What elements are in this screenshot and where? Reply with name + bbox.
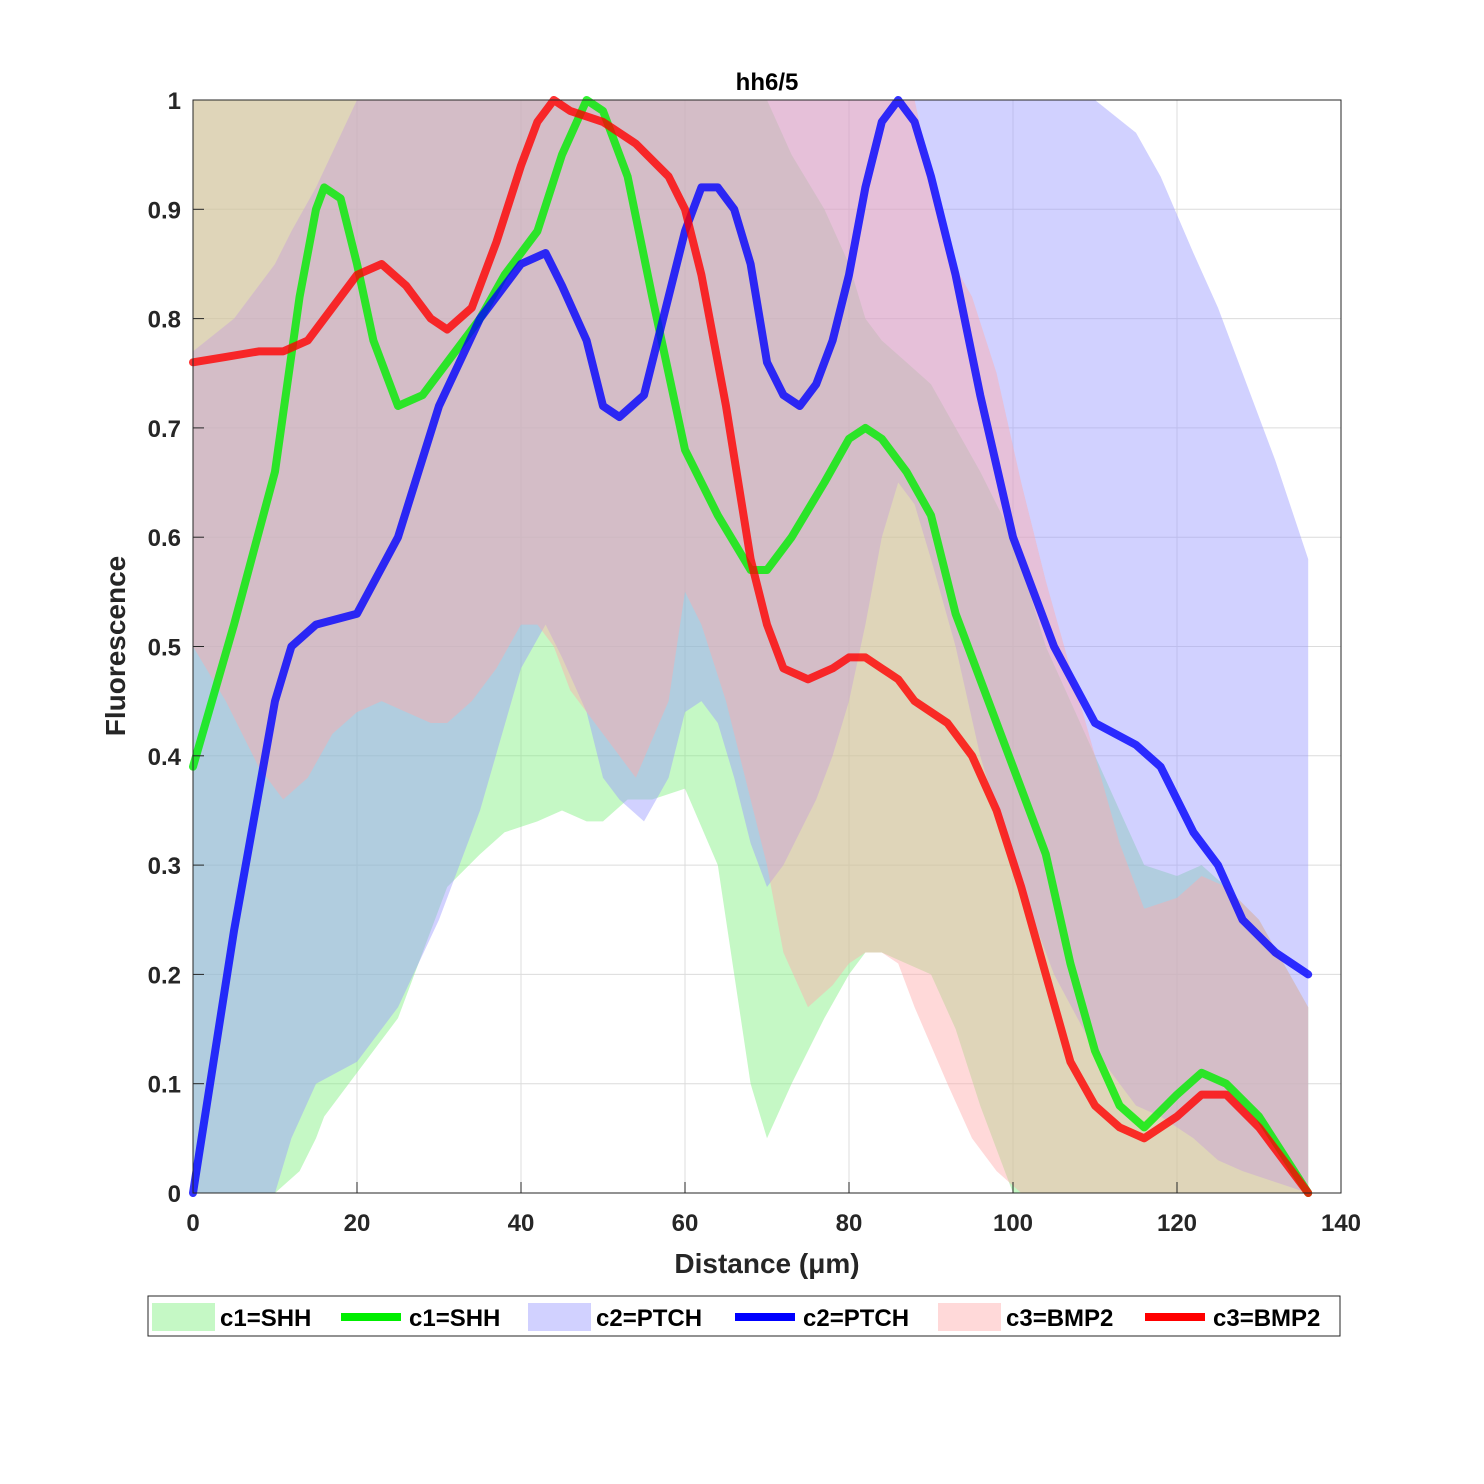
y-tick-label: 0.8 [148, 307, 181, 334]
x-tick-label: 20 [344, 1210, 371, 1237]
y-axis-ticks: 0 0.1 0.2 0.3 0.4 0.5 0.6 0.7 0.8 0.9 1 [148, 88, 204, 1208]
legend-label: c2=PTCH [803, 1305, 909, 1332]
series-2-line [189, 96, 1313, 1197]
series-2-band [193, 100, 1309, 1193]
x-axis-ticks: 0 20 40 60 80 100 120 140 [186, 1182, 1361, 1237]
y-tick-label: 0.6 [148, 525, 181, 552]
y-tick-label: 1 [168, 88, 181, 115]
legend-label: c2=PTCH [596, 1305, 702, 1332]
y-tick-label: 0.7 [148, 416, 181, 443]
y-axis-label: Fluorescence [100, 556, 131, 737]
series-3-line [189, 96, 1313, 1197]
chart-title: hh6/5 [736, 69, 799, 96]
x-tick-label: 60 [672, 1210, 699, 1237]
x-tick-label: 140 [1321, 1210, 1361, 1237]
y-tick-label: 0 [168, 1181, 181, 1208]
legend-label: c1=SHH [220, 1305, 311, 1332]
legend-band-swatch [938, 1303, 1001, 1331]
x-tick-label: 80 [836, 1210, 863, 1237]
legend-label: c3=BMP2 [1213, 1305, 1320, 1332]
y-tick-label: 0.2 [148, 962, 181, 989]
legend: c1=SHH c1=SHH c2=PTCH c2=PTCH c3=BMP2 c3=BMP2 [147, 1295, 1341, 1337]
x-tick-label: 100 [993, 1210, 1033, 1237]
x-tick-label: 0 [186, 1210, 199, 1237]
legend-band-swatch [152, 1303, 215, 1331]
y-tick-label: 0.1 [148, 1072, 181, 1099]
legend-label: c3=BMP2 [1006, 1305, 1113, 1332]
y-tick-label: 0.5 [148, 635, 181, 662]
series-lines [189, 96, 1313, 1197]
legend-label: c1=SHH [409, 1305, 500, 1332]
y-tick-label: 0.9 [148, 197, 181, 224]
legend-band-swatch [528, 1303, 591, 1331]
x-tick-label: 120 [1157, 1210, 1197, 1237]
y-tick-label: 0.3 [148, 853, 181, 880]
x-tick-label: 40 [508, 1210, 535, 1237]
x-axis-label: Distance (μm) [674, 1248, 859, 1279]
y-tick-label: 0.4 [148, 744, 182, 771]
